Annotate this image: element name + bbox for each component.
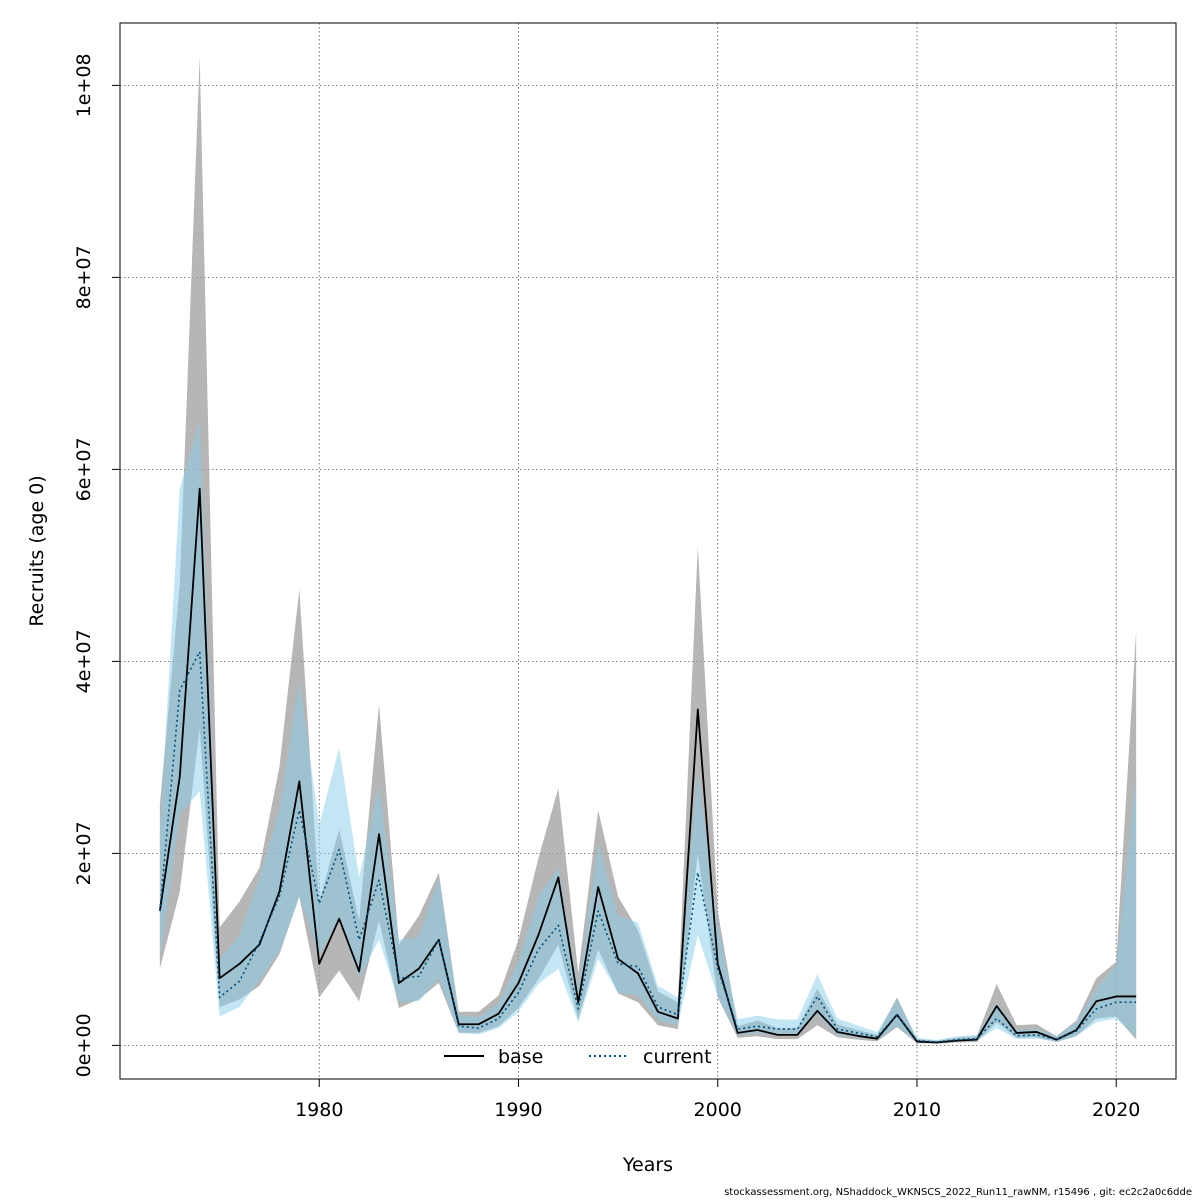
y-tick-label: 0e+00	[73, 1013, 95, 1077]
x-tick-label: 2010	[893, 1099, 941, 1121]
series-lines	[158, 487, 1137, 1044]
confidence-bands	[159, 56, 1137, 1044]
line-base	[158, 487, 1137, 1044]
y-tick-label: 8e+07	[73, 245, 95, 309]
x-axis: 1980 1990 2000 2010 2020	[295, 1079, 1140, 1121]
legend: base current	[444, 1046, 712, 1068]
legend-current-label: current	[643, 1046, 712, 1068]
legend-base-label: base	[498, 1046, 543, 1068]
x-tick-label: 2000	[694, 1099, 742, 1121]
band-current	[159, 421, 1137, 1044]
y-tick-label: 2e+07	[73, 821, 95, 885]
y-tick-label: 6e+07	[73, 437, 95, 501]
y-tick-label: 1e+08	[73, 53, 95, 117]
x-tick-label: 2020	[1092, 1099, 1140, 1121]
line-current	[159, 650, 1137, 1043]
x-tick-label: 1990	[494, 1099, 542, 1121]
y-axis-label: Recruits (age 0)	[26, 475, 48, 626]
x-axis-label: Years	[622, 1154, 673, 1176]
y-tick-label: 4e+07	[73, 629, 95, 693]
x-tick-label: 1980	[295, 1099, 343, 1121]
plot-frame	[119, 22, 1177, 1080]
footer-credit: stockassessment.org, NShaddock_WKNSCS_20…	[724, 1187, 1192, 1198]
y-axis: 0e+00 2e+07 4e+07 6e+07 8e+07 1e+08	[73, 53, 120, 1077]
